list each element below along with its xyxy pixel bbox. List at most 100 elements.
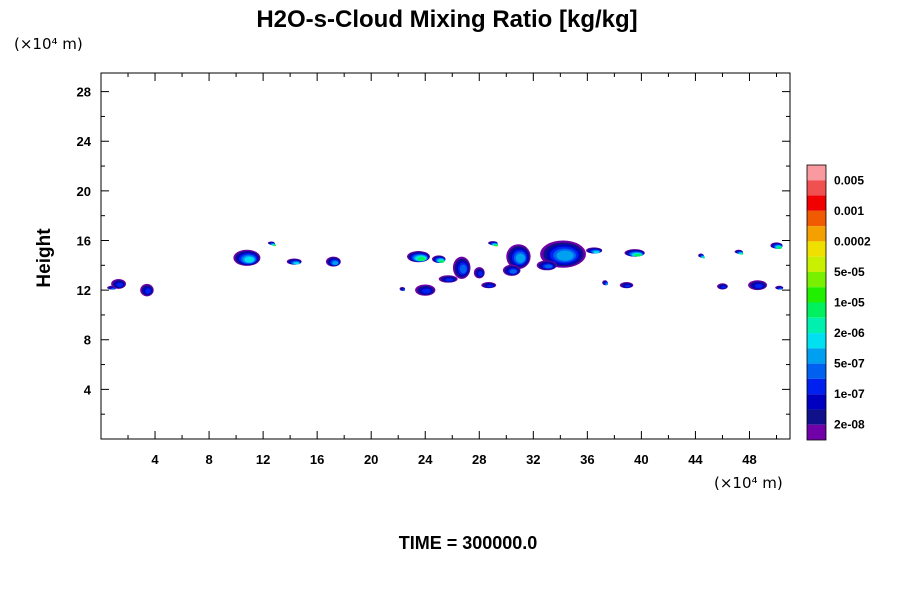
cloud-blob bbox=[399, 287, 405, 291]
colorbar-swatch bbox=[807, 363, 826, 379]
cloud-level bbox=[544, 264, 553, 269]
cloud-level bbox=[777, 246, 782, 249]
cloud-level bbox=[402, 289, 405, 291]
colorbar-swatch bbox=[807, 195, 826, 211]
cloud-blob bbox=[775, 285, 784, 290]
cloud-blob bbox=[481, 282, 497, 289]
cloud-level bbox=[509, 269, 517, 274]
cloud-blob bbox=[734, 249, 744, 255]
cloud-level bbox=[332, 261, 339, 265]
colorbar-swatch bbox=[807, 241, 826, 257]
cloud-blob bbox=[586, 247, 603, 254]
colorbar-label: 5e-05 bbox=[834, 265, 865, 279]
cloud-level bbox=[439, 260, 445, 263]
cloud-blob bbox=[233, 249, 261, 266]
plot-frame bbox=[100, 72, 791, 440]
cloud-level bbox=[486, 284, 494, 288]
cloud-blob bbox=[506, 244, 531, 270]
cloud-blob bbox=[488, 241, 498, 247]
x-tick-label: 32 bbox=[526, 452, 540, 467]
x-tick-label: 20 bbox=[364, 452, 378, 467]
colorbar-label: 2e-06 bbox=[834, 326, 865, 340]
colorbar-swatch bbox=[807, 180, 826, 196]
cloud-blob bbox=[540, 240, 587, 268]
cloud-blob bbox=[698, 253, 705, 259]
y-axis-unit: (×10⁴ m) bbox=[14, 35, 83, 53]
cloud-level bbox=[624, 284, 631, 288]
cloud-blob bbox=[770, 242, 783, 249]
colorbar-swatch bbox=[807, 409, 826, 425]
y-tick-label: 8 bbox=[84, 333, 91, 348]
cloud-blob bbox=[748, 280, 768, 291]
colorbar-label: 1e-07 bbox=[834, 387, 865, 401]
cloud-blob bbox=[415, 284, 436, 296]
cloud-level bbox=[703, 257, 705, 259]
cloud-level bbox=[422, 288, 431, 294]
cloud-level bbox=[754, 283, 763, 289]
y-tick-label: 20 bbox=[77, 184, 91, 199]
colorbar-label: 5e-07 bbox=[834, 357, 865, 371]
cloud-field bbox=[107, 240, 784, 297]
x-tick-label: 36 bbox=[580, 452, 594, 467]
cloud-level bbox=[556, 250, 574, 261]
cloud-blob bbox=[325, 256, 341, 267]
cloud-level bbox=[273, 245, 276, 247]
colorbar-swatch bbox=[807, 210, 826, 227]
x-tick-label: 48 bbox=[742, 452, 756, 467]
cloud-level bbox=[593, 251, 600, 254]
cloud-blob bbox=[619, 282, 634, 289]
cloud-level bbox=[740, 253, 744, 255]
colorbar-swatch bbox=[807, 424, 826, 440]
colorbar-swatch bbox=[807, 165, 826, 181]
x-tick-label: 28 bbox=[472, 452, 486, 467]
colorbar-swatch bbox=[807, 302, 826, 318]
cloud-level bbox=[417, 257, 426, 261]
colorbar-swatch bbox=[807, 394, 826, 410]
cloud-level bbox=[605, 283, 608, 286]
cloud-blob bbox=[717, 283, 728, 290]
colorbar-label: 2e-08 bbox=[834, 418, 865, 432]
cloud-blob bbox=[536, 260, 557, 271]
y-tick-label: 28 bbox=[77, 85, 91, 100]
x-tick-label: 40 bbox=[634, 452, 648, 467]
colorbar: 0.005 0.001 0.0002 5e-05 1e-05 2e-06 5e-07 1e-0… bbox=[806, 164, 871, 441]
colorbar-label: 0.0002 bbox=[834, 234, 871, 248]
y-tick-label: 24 bbox=[77, 134, 92, 149]
colorbar-swatch bbox=[807, 271, 826, 288]
cloud-blob bbox=[602, 280, 608, 286]
cloud-blob bbox=[406, 251, 430, 263]
cloud-blob bbox=[111, 278, 126, 289]
y-tick-label: 16 bbox=[77, 233, 91, 248]
y-tick-label: 12 bbox=[77, 283, 91, 298]
colorbar-swatch bbox=[807, 317, 826, 334]
cloud-level bbox=[634, 254, 642, 257]
cloud-blob bbox=[267, 241, 276, 247]
cloud-level bbox=[515, 253, 526, 263]
colorbar-swatch bbox=[807, 287, 826, 303]
x-tick-label: 24 bbox=[418, 452, 433, 467]
y-tick-label: 4 bbox=[84, 382, 92, 397]
cloud-level bbox=[116, 282, 124, 287]
x-axis-unit: (×10⁴ m) bbox=[714, 474, 783, 492]
time-label: TIME = 300000.0 bbox=[399, 533, 538, 553]
cloud-blob bbox=[431, 255, 446, 263]
cloud-blob bbox=[473, 267, 485, 279]
cloud-blob bbox=[452, 256, 471, 279]
x-tick-label: 16 bbox=[310, 452, 324, 467]
x-tick-label: 4 bbox=[151, 452, 159, 467]
cloud-level bbox=[293, 262, 300, 265]
x-tick-label: 12 bbox=[256, 452, 270, 467]
colorbar-swatch bbox=[807, 348, 826, 364]
colorbar-frame bbox=[806, 164, 827, 441]
colorbar-swatch bbox=[807, 256, 826, 272]
cloud-level bbox=[244, 256, 255, 263]
cloud-level bbox=[721, 285, 727, 289]
cloud-level bbox=[145, 288, 152, 294]
cloud-level bbox=[494, 245, 498, 247]
y-axis-title: Height bbox=[34, 228, 55, 288]
cloud-blob bbox=[502, 264, 521, 276]
cloud-level bbox=[459, 264, 467, 274]
colorbar-label: 0.005 bbox=[834, 173, 864, 187]
cloud-blob bbox=[286, 258, 302, 265]
